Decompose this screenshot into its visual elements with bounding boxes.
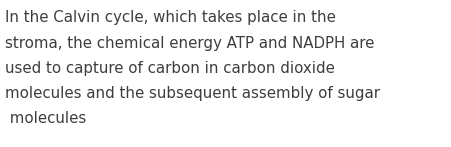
Text: In the Calvin cycle, which takes place in the: In the Calvin cycle, which takes place i… bbox=[5, 10, 336, 25]
Text: used to capture of carbon in carbon dioxide: used to capture of carbon in carbon diox… bbox=[5, 61, 335, 76]
Text: molecules: molecules bbox=[5, 111, 87, 126]
Text: stroma, the chemical energy ATP and NADPH are: stroma, the chemical energy ATP and NADP… bbox=[5, 36, 375, 51]
Text: molecules and the subsequent assembly of sugar: molecules and the subsequent assembly of… bbox=[5, 86, 380, 101]
